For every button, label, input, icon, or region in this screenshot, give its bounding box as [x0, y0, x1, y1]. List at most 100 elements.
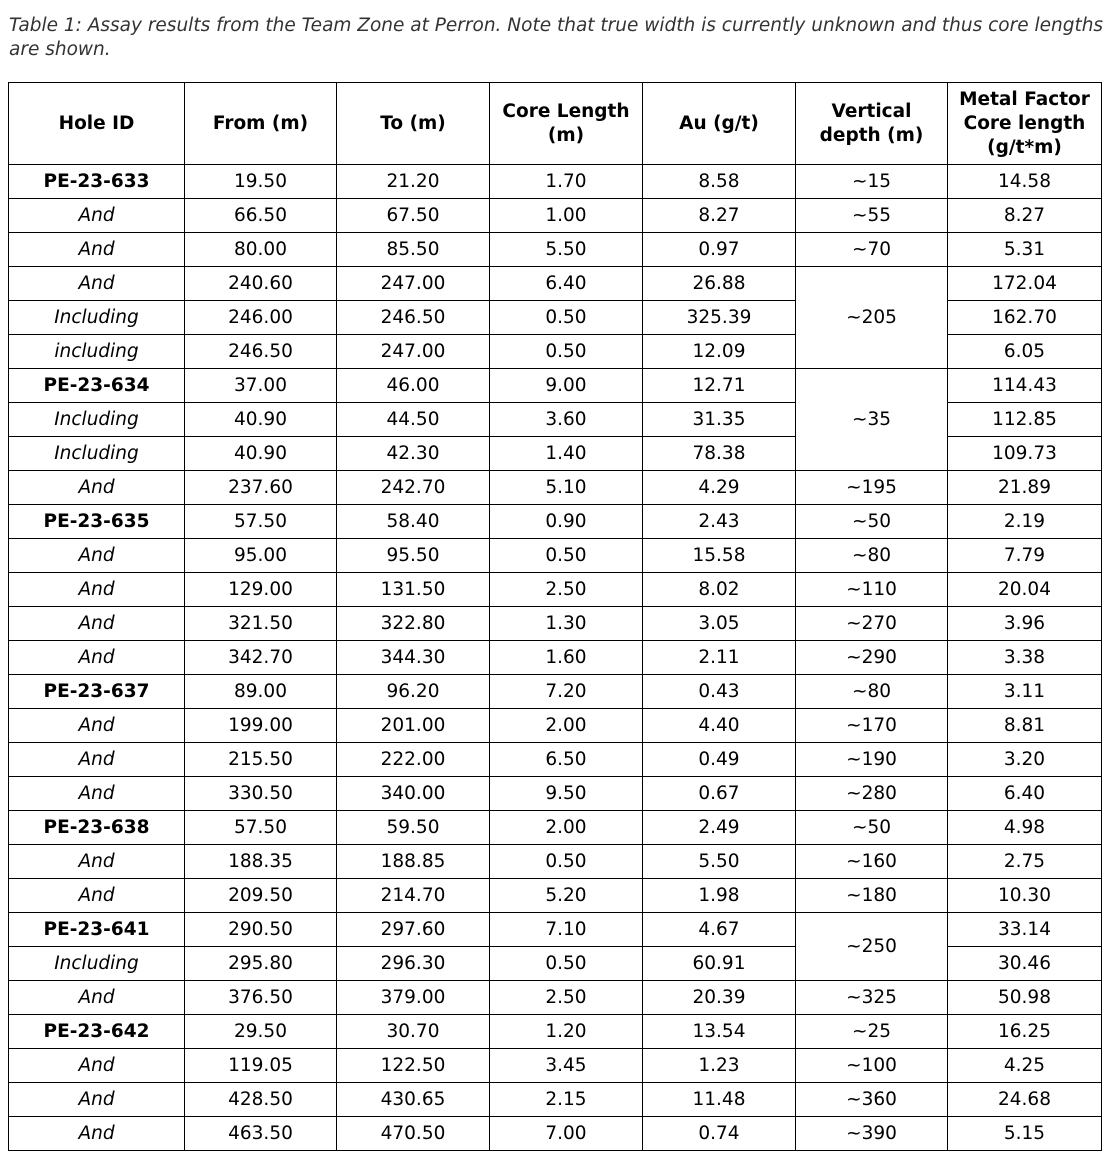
value-cell: 214.70 — [336, 878, 490, 913]
value-cell: ~55 — [795, 198, 948, 233]
value-cell: ~205 — [795, 266, 948, 369]
table-caption: Table 1: Assay results from the Team Zon… — [9, 15, 1104, 60]
value-cell: 4.25 — [947, 1048, 1102, 1083]
value-cell: 3.96 — [947, 606, 1102, 641]
value-cell: 19.50 — [184, 164, 337, 199]
table-body: PE-23-633 19.50 21.20 1.70 8.58 ~15 14.58 And 66… — [8, 164, 1102, 1151]
header-text: Core Length — [502, 100, 630, 122]
value-cell: ~25 — [795, 1014, 948, 1049]
value-cell: 40.90 — [184, 402, 337, 437]
value-cell: 10.30 — [947, 878, 1102, 913]
value-cell: 246.50 — [336, 300, 490, 335]
value-cell: 3.05 — [642, 606, 796, 641]
value-cell: 379.00 — [336, 980, 490, 1015]
table-row: PE-23-634 37.00 46.00 9.00 12.71 ~35 114.43 — [8, 368, 1102, 471]
value-cell: 0.50 — [489, 300, 643, 335]
assay-table: Hole ID From (m) To (m) Core Length (m) Au (g… — [8, 82, 1102, 1151]
value-cell: 162.70 — [947, 300, 1102, 335]
hole-id-cell: And — [8, 878, 185, 913]
value-cell: ~50 — [795, 810, 948, 845]
hole-id-cell: And — [8, 742, 185, 777]
value-cell: 7.20 — [489, 674, 643, 709]
table-row: And 321.50 322.80 1.30 3.05 ~270 3.96 — [8, 606, 1102, 641]
hole-id-cell: And — [8, 1116, 185, 1151]
table-row: PE-23-637 89.00 96.20 7.20 0.43 ~80 3.11 — [8, 674, 1102, 709]
value-cell: 85.50 — [336, 232, 490, 267]
header-cell: Hole ID — [8, 82, 185, 165]
value-cell: 60.91 — [642, 946, 796, 981]
hole-id-cell: PE-23-635 — [8, 504, 185, 539]
table-row: And 240.60 247.00 6.40 26.88 ~205 172.04 — [8, 266, 1102, 369]
hole-id-cell: And — [8, 980, 185, 1015]
value-cell: ~50 — [795, 504, 948, 539]
header-text: To (m) — [380, 112, 446, 134]
value-cell: ~100 — [795, 1048, 948, 1083]
value-cell: 26.88 — [642, 266, 796, 301]
value-cell: 2.15 — [489, 1082, 643, 1117]
value-cell: 9.50 — [489, 776, 643, 811]
value-cell: 46.00 — [336, 368, 490, 403]
value-cell: 95.00 — [184, 538, 337, 573]
value-cell: 222.00 — [336, 742, 490, 777]
value-cell: 4.67 — [642, 912, 796, 947]
value-cell: ~280 — [795, 776, 948, 811]
table-row: And 80.00 85.50 5.50 0.97 ~70 5.31 — [8, 232, 1102, 267]
value-cell: 201.00 — [336, 708, 490, 743]
value-cell: ~180 — [795, 878, 948, 913]
header-row: Hole ID From (m) To (m) Core Length (m) Au (g… — [8, 82, 1102, 165]
value-cell: 330.50 — [184, 776, 337, 811]
value-cell: 3.45 — [489, 1048, 643, 1083]
value-cell: 242.70 — [336, 470, 490, 505]
table-row: And 428.50 430.65 2.15 11.48 ~360 24.68 — [8, 1082, 1102, 1117]
value-cell: 4.40 — [642, 708, 796, 743]
table-row: PE-23-641 290.50 297.60 7.10 4.67 ~250 33.14 — [8, 912, 1102, 981]
value-cell: 44.50 — [336, 402, 490, 437]
value-cell: 2.00 — [489, 708, 643, 743]
value-cell: 37.00 — [184, 368, 337, 403]
value-cell: 247.00 — [336, 266, 490, 301]
table-row: And 199.00 201.00 2.00 4.40 ~170 8.81 — [8, 708, 1102, 743]
value-cell: ~160 — [795, 844, 948, 879]
value-cell: 67.50 — [336, 198, 490, 233]
header-cell: From (m) — [184, 82, 337, 165]
value-cell: 6.05 — [947, 334, 1102, 369]
value-cell: 246.00 — [184, 300, 337, 335]
value-cell: ~80 — [795, 538, 948, 573]
value-cell: 8.02 — [642, 572, 796, 607]
value-cell: 188.85 — [336, 844, 490, 879]
table-row: PE-23-635 57.50 58.40 0.90 2.43 ~50 2.19 — [8, 504, 1102, 539]
value-cell: 109.73 — [947, 436, 1102, 471]
value-cell: 1.00 — [489, 198, 643, 233]
value-cell: 119.05 — [184, 1048, 337, 1083]
hole-id-cell: And — [8, 198, 185, 233]
header-cell: Vertical depth (m) — [795, 82, 948, 165]
value-cell: 20.04 — [947, 572, 1102, 607]
value-cell: 58.40 — [336, 504, 490, 539]
table-row: Including 40.90 44.50 3.60 31.35 112.85 — [8, 402, 1102, 437]
table-row: And 188.35 188.85 0.50 5.50 ~160 2.75 — [8, 844, 1102, 879]
value-cell: 463.50 — [184, 1116, 337, 1151]
value-cell: 342.70 — [184, 640, 337, 675]
value-cell: 9.00 — [489, 368, 643, 403]
header-cell: Au (g/t) — [642, 82, 796, 165]
table-row: And 376.50 379.00 2.50 20.39 ~325 50.98 — [8, 980, 1102, 1015]
value-cell: 122.50 — [336, 1048, 490, 1083]
value-cell: 89.00 — [184, 674, 337, 709]
hole-id-cell: And — [8, 266, 185, 301]
value-cell: 12.71 — [642, 368, 796, 403]
value-cell: 114.43 — [947, 368, 1102, 403]
value-cell: 199.00 — [184, 708, 337, 743]
value-cell: 8.27 — [642, 198, 796, 233]
value-cell: 8.27 — [947, 198, 1102, 233]
value-cell: 21.20 — [336, 164, 490, 199]
value-cell: 24.68 — [947, 1082, 1102, 1117]
value-cell: 430.65 — [336, 1082, 490, 1117]
value-cell: 5.50 — [489, 232, 643, 267]
value-cell: 8.81 — [947, 708, 1102, 743]
table-row: PE-23-642 29.50 30.70 1.20 13.54 ~25 16.25 — [8, 1014, 1102, 1049]
header-text: Vertical — [831, 100, 912, 122]
value-cell: 246.50 — [184, 334, 337, 369]
value-cell: 2.50 — [489, 572, 643, 607]
value-cell: 6.40 — [489, 266, 643, 301]
value-cell: 0.50 — [489, 334, 643, 369]
